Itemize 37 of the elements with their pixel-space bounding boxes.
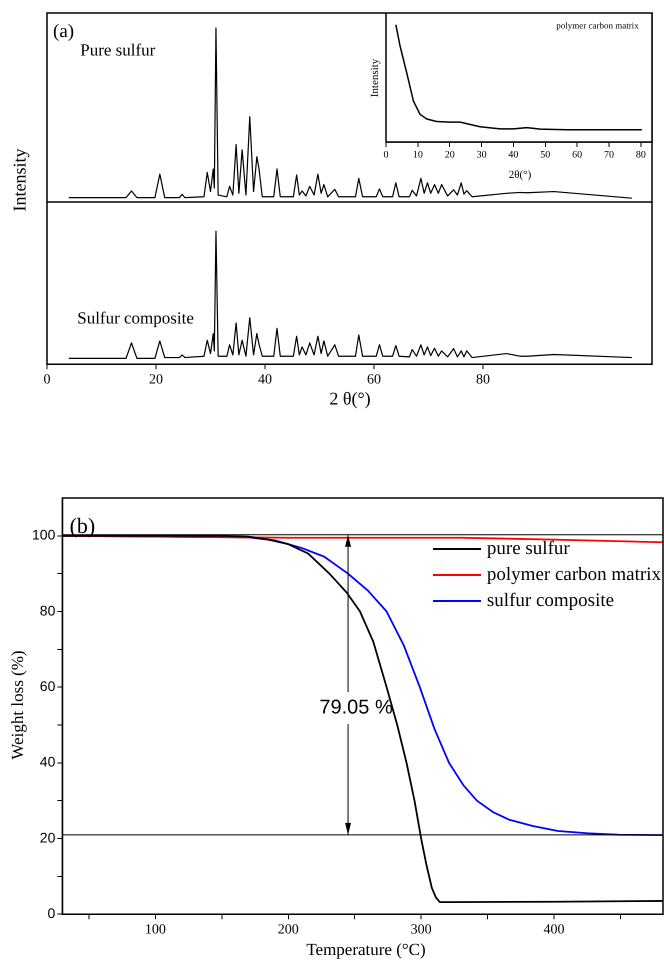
x-tick-label: 20 <box>444 150 455 161</box>
y-tick-label: 60 <box>40 678 56 694</box>
x-axis-title: 2θ(°) <box>508 169 532 181</box>
y-tick-label: 40 <box>40 754 56 770</box>
x-tick-label: 50 <box>540 150 550 161</box>
x-tick-label: 60 <box>367 372 382 388</box>
x-tick-label: 80 <box>636 150 646 161</box>
y-tick-label: 80 <box>40 602 56 618</box>
series-label: Sulfur composite <box>77 308 194 328</box>
annotation: 79.05 % <box>319 696 393 719</box>
x-tick-label: 60 <box>572 150 582 161</box>
y-tick-label: 0 <box>48 905 56 922</box>
legend-label: sulfur composite <box>486 589 614 613</box>
x-tick-label: 400 <box>544 922 565 938</box>
y-tick-label: 100 <box>32 526 56 543</box>
y-axis-title: Weight loss (%) <box>8 650 28 760</box>
x-tick-label: 300 <box>410 922 432 938</box>
x-tick-label: 10 <box>412 150 423 161</box>
y-tick-label: 20 <box>40 829 56 846</box>
text: Pure sulfur <box>80 40 156 60</box>
annotation: (a) <box>53 20 74 42</box>
legend-label: pure sulfur <box>486 537 570 561</box>
legend-label: polymer carbon matrix <box>486 563 661 587</box>
x-tick-label: 0 <box>384 150 388 161</box>
y-axis-title: Intensity <box>10 148 30 212</box>
x-axis-title: Temperature (°C) <box>306 940 426 960</box>
text: polymer carbon matrix <box>556 20 640 30</box>
x-tick-label: 70 <box>604 150 614 161</box>
x-tick-label: 40 <box>508 150 518 161</box>
x-tick-label: 20 <box>149 372 164 388</box>
x-tick-label: 80 <box>476 372 490 388</box>
x-tick-label: 40 <box>258 372 272 388</box>
x-axis-title: 2 θ(°) <box>329 388 371 410</box>
x-tick-label: 100 <box>144 922 166 938</box>
y-axis-title: Intensity <box>369 58 381 98</box>
x-tick-label: 30 <box>476 150 487 161</box>
x-tick-label: 200 <box>278 922 299 938</box>
